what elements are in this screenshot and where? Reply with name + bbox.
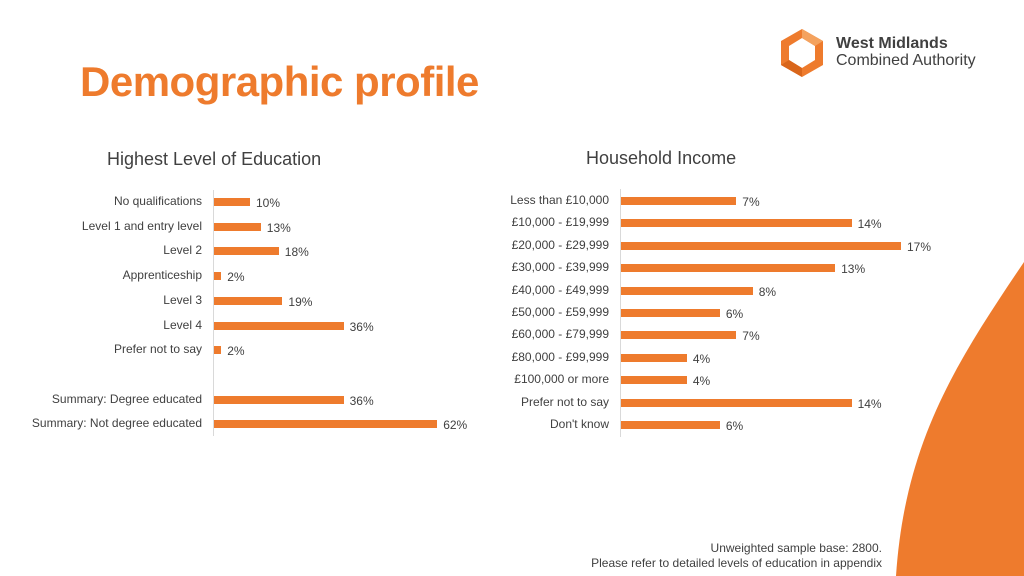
education-bar xyxy=(214,346,222,355)
education-bar xyxy=(214,420,438,429)
income-value-label: 8% xyxy=(758,284,777,299)
income-bar xyxy=(621,219,852,228)
education-value-label: 19% xyxy=(288,294,313,309)
education-value-label: 2% xyxy=(227,270,245,285)
income-category-label: Less than £10,000 xyxy=(510,193,609,207)
income-value-label: 6% xyxy=(725,307,744,321)
education-value-label: 36% xyxy=(349,319,374,334)
education-bar xyxy=(214,395,344,404)
education-value-label: 2% xyxy=(227,344,245,359)
income-bar xyxy=(621,421,720,429)
wmca-logo: West Midlands Combined Authority xyxy=(776,27,1006,79)
logo-line-1: West Midlands xyxy=(836,35,948,52)
income-value-label: 17% xyxy=(907,239,932,254)
income-bar xyxy=(621,353,687,362)
education-category-label: Level 4 xyxy=(163,317,202,332)
income-bar xyxy=(621,286,753,295)
income-value-label: 13% xyxy=(841,262,866,277)
income-bar xyxy=(621,398,852,407)
education-bar xyxy=(214,296,283,305)
income-value-label: 7% xyxy=(742,195,760,209)
income-category-label: £60,000 - £79,999 xyxy=(511,327,609,342)
income-category-label: Prefer not to say xyxy=(520,394,609,409)
education-axis xyxy=(213,190,214,437)
education-value-label: 18% xyxy=(284,245,309,260)
education-bar xyxy=(214,272,222,281)
education-category-label: Summary: Not degree educated xyxy=(31,416,202,431)
income-category-label: £100,000 or more xyxy=(514,372,609,387)
income-value-label: 14% xyxy=(857,396,882,411)
income-value-label: 4% xyxy=(692,374,711,389)
income-bar xyxy=(621,309,720,317)
income-category-label: Don't know xyxy=(550,417,609,431)
income-bar xyxy=(621,264,836,273)
education-category-label: No qualifications xyxy=(113,194,202,208)
income-value-label: 14% xyxy=(857,217,882,232)
income-category-label: £10,000 - £19,999 xyxy=(511,215,609,230)
education-value-label: 62% xyxy=(443,418,468,433)
education-bar xyxy=(214,222,261,231)
income-category-label: £30,000 - £39,999 xyxy=(511,260,609,275)
education-category-label: Level 1 and entry level xyxy=(81,218,202,233)
income-axis xyxy=(620,189,621,437)
income-bar xyxy=(621,197,737,205)
income-bar xyxy=(621,376,687,385)
education-bar xyxy=(214,198,250,206)
education-value-label: 13% xyxy=(266,220,291,235)
income-chart-title: Household Income xyxy=(586,148,737,168)
education-value-label: 10% xyxy=(256,196,281,210)
footnote-appendix: Please refer to detailed levels of educa… xyxy=(591,556,882,570)
education-category-label: Level 3 xyxy=(163,292,202,307)
education-value-label: 36% xyxy=(349,393,374,408)
page-title: Demographic profile xyxy=(80,58,479,105)
income-category-label: £20,000 - £29,999 xyxy=(511,237,609,252)
education-category-label: Apprenticeship xyxy=(122,268,202,283)
education-bar xyxy=(214,247,279,256)
education-bar xyxy=(214,321,344,330)
education-category-label: Prefer not to say xyxy=(113,342,202,357)
income-value-label: 7% xyxy=(742,329,760,344)
footnote-sample-base: Unweighted sample base: 2800. xyxy=(710,541,882,555)
income-category-label: £80,000 - £99,999 xyxy=(511,349,609,364)
education-category-label: Summary: Degree educated xyxy=(51,391,202,406)
income-bar xyxy=(621,241,901,250)
income-bar xyxy=(621,331,737,340)
income-value-label: 4% xyxy=(692,351,711,366)
income-value-label: 6% xyxy=(725,419,744,433)
hexagon-logo-icon xyxy=(781,29,823,77)
income-category-label: £40,000 - £49,999 xyxy=(511,282,609,297)
income-category-label: £50,000 - £59,999 xyxy=(511,305,609,319)
education-category-label: Level 2 xyxy=(163,243,202,258)
logo-line-2: Combined Authority xyxy=(836,52,976,69)
education-chart-title: Highest Level of Education xyxy=(107,149,322,169)
